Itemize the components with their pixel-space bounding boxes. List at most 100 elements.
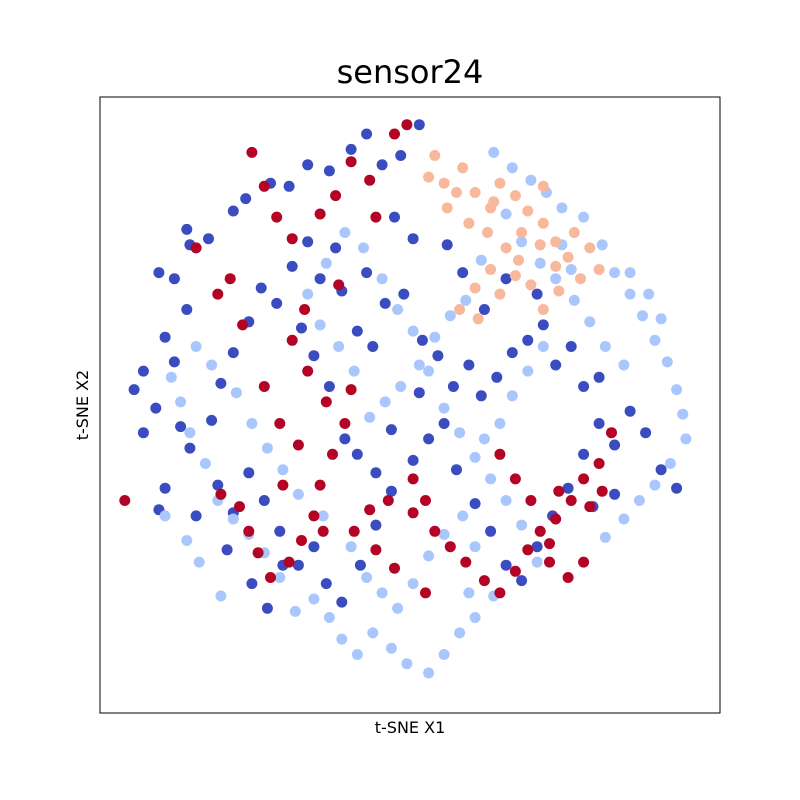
scatter-point (578, 211, 590, 223)
scatter-point (469, 451, 481, 463)
scatter-point (323, 612, 335, 623)
scatter-point (531, 541, 543, 553)
scatter-point (516, 227, 528, 238)
scatter-point (407, 578, 419, 590)
scatter-point (261, 602, 273, 614)
scatter-point (522, 544, 534, 556)
scatter-point (578, 473, 590, 485)
scatter-point (423, 433, 435, 445)
scatter-point (317, 525, 329, 537)
scatter-point (348, 525, 360, 537)
scatter-point (482, 227, 493, 238)
scatter-point (376, 159, 388, 171)
scatter-point (488, 196, 500, 208)
scatter-point (593, 458, 605, 469)
scatter-point (330, 190, 342, 202)
scatter-point (299, 304, 311, 315)
scatter-point (277, 464, 289, 476)
scatter-point (522, 205, 534, 217)
scatter-point (292, 439, 304, 451)
scatter-point (475, 254, 487, 266)
scatter-point (423, 171, 435, 183)
scatter-point (392, 602, 404, 614)
scatter-point (609, 488, 621, 500)
scatter-point (320, 578, 332, 590)
scatter-point (327, 448, 338, 460)
scatter-point (516, 519, 528, 531)
scatter-point (500, 208, 512, 220)
scatter-point (227, 513, 239, 525)
scatter-point (358, 242, 369, 254)
scatter-point (137, 365, 149, 377)
scatter-point (234, 501, 245, 513)
scatter-point (624, 267, 636, 279)
scatter-point (246, 418, 258, 429)
scatter-point (398, 288, 410, 300)
y-axis-label: t-SNE X2 (73, 370, 92, 441)
scatter-point (640, 427, 652, 439)
scatter-point (423, 667, 435, 679)
scatter-point (379, 297, 391, 309)
scatter-point (429, 331, 441, 343)
scatter-point (469, 498, 481, 510)
scatter-point (531, 288, 543, 300)
scatter-point (451, 187, 462, 198)
scatter-point (230, 387, 242, 399)
scatter-point (578, 448, 590, 460)
scatter-point (212, 288, 224, 300)
scatter-point (296, 535, 307, 546)
scatter-point (500, 495, 512, 506)
plot-frame (99, 96, 721, 714)
scatter-point (212, 479, 224, 491)
scatter-point (159, 482, 171, 494)
scatter-point (385, 424, 397, 436)
scatter-point (429, 525, 441, 537)
scatter-point (609, 439, 621, 451)
scatter-point (258, 180, 270, 192)
scatter-point (159, 510, 171, 522)
scatter-point (516, 236, 528, 248)
scatter-point (333, 341, 345, 352)
scatter-point (215, 377, 227, 389)
scatter-point (544, 538, 555, 550)
scatter-point (485, 473, 497, 485)
scatter-point (354, 559, 366, 571)
scatter-point (351, 325, 363, 337)
scatter-point (283, 180, 295, 192)
scatter-point (494, 418, 506, 429)
scatter-points (119, 119, 692, 679)
scatter-point (413, 387, 425, 399)
scatter-point (370, 544, 382, 556)
scatter-point (454, 427, 466, 439)
scatter-point (302, 365, 314, 377)
scatter-point (271, 297, 283, 309)
scatter-point (575, 273, 586, 285)
scatter-point (478, 304, 490, 315)
scatter-point (454, 304, 466, 315)
scatter-point (550, 513, 562, 525)
scatter-point (596, 485, 608, 497)
scatter-point (345, 156, 357, 168)
scatter-point (339, 227, 351, 238)
scatter-point (364, 411, 376, 423)
scatter-point (525, 495, 537, 506)
scatter-point (258, 381, 270, 392)
scatter-point (509, 270, 521, 282)
scatter-point (500, 242, 512, 254)
scatter-point (531, 556, 543, 568)
scatter-point (438, 177, 450, 189)
scatter-point (633, 495, 645, 506)
scatter-point (407, 325, 419, 337)
scatter-point (485, 525, 497, 537)
scatter-point (370, 467, 382, 479)
scatter-point (565, 341, 577, 352)
scatter-point (336, 596, 348, 608)
scatter-point (351, 649, 363, 660)
scatter-point (677, 408, 689, 420)
scatter-point (661, 356, 673, 368)
scatter-point (516, 575, 528, 587)
scatter-point (401, 119, 413, 131)
scatter-point (246, 578, 258, 590)
scatter-point (376, 587, 388, 599)
